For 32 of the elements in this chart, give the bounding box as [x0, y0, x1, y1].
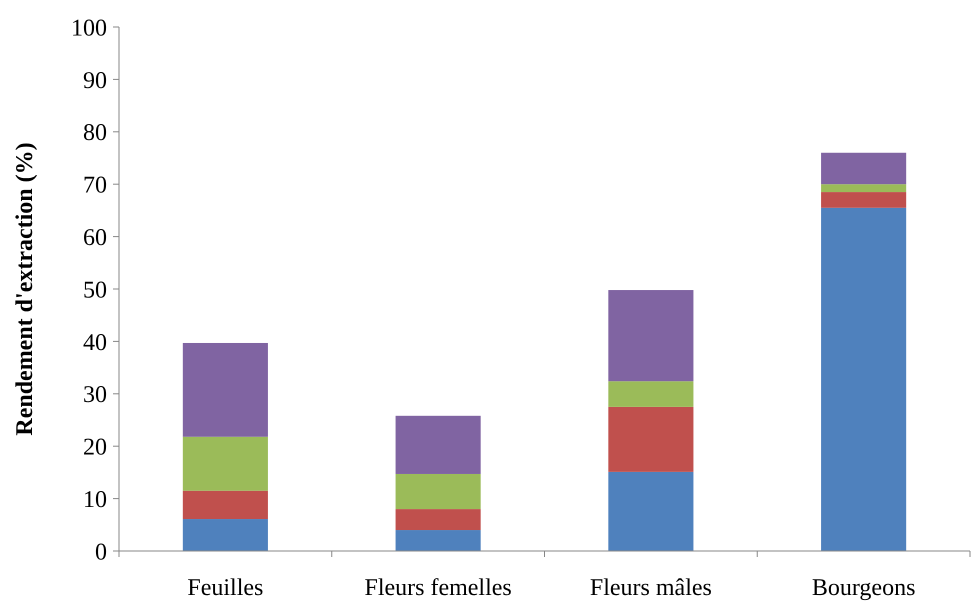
y-tick-label: 40 [83, 330, 107, 356]
bar [396, 509, 481, 530]
y-tick-label: 0 [95, 539, 107, 566]
y-tick-label: 80 [83, 120, 107, 146]
x-tick-label: Fleurs femelles [364, 575, 512, 601]
x-tick-label: Bourgeons [812, 575, 916, 601]
y-tick-label: 70 [83, 172, 107, 199]
bar [608, 290, 694, 382]
y-tick-label: 60 [83, 225, 107, 251]
bar [608, 406, 694, 472]
y-tick-label: 50 [83, 277, 107, 304]
bar [396, 530, 481, 551]
bar [821, 192, 906, 208]
bar [821, 152, 906, 184]
bar [182, 342, 268, 437]
y-axis-title: Rendement d'extraction (%) [12, 142, 38, 436]
bar [396, 474, 481, 510]
bar [608, 472, 694, 551]
bar [821, 184, 906, 192]
y-tick-label: 100 [71, 15, 107, 42]
x-tick-label: Feuilles [187, 575, 264, 601]
y-tick-label: 10 [83, 487, 107, 513]
bar [608, 381, 694, 407]
y-tick-label: 20 [83, 434, 107, 461]
bar [182, 490, 268, 520]
bar [396, 416, 481, 474]
bar [182, 436, 268, 491]
bar [182, 519, 268, 551]
x-tick-label: Fleurs mâles [590, 575, 712, 601]
y-tick-label: 90 [83, 68, 107, 94]
bar [821, 208, 906, 551]
y-tick-label: 30 [83, 382, 107, 408]
